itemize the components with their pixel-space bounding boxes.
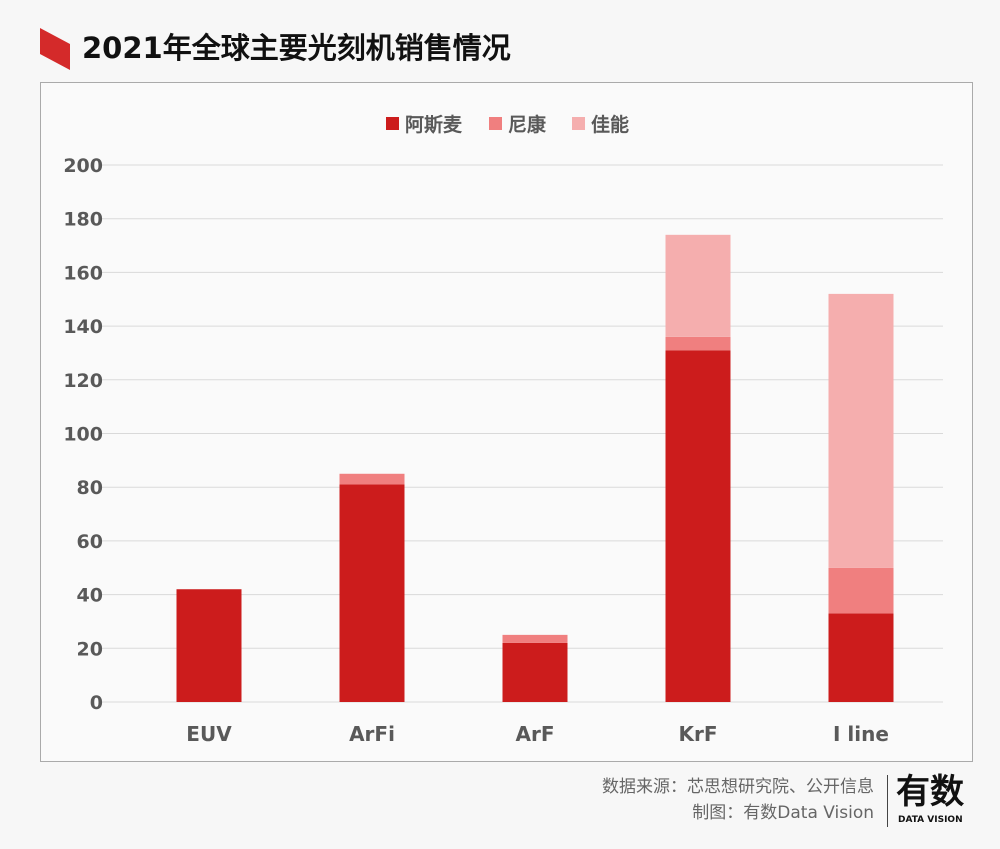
bar-segment <box>502 634 568 643</box>
legend-swatch <box>386 117 399 130</box>
bar-segment <box>665 234 731 337</box>
source-note: 数据来源：芯思想研究院、公开信息 <box>602 777 874 797</box>
bar-segment <box>339 473 405 485</box>
y-tick-label: 120 <box>63 370 103 392</box>
x-tick-label: KrF <box>678 722 717 746</box>
credit-note: 制图：有数Data Vision <box>692 803 874 823</box>
title-flag-icon <box>40 28 70 70</box>
bar-segment <box>665 350 731 702</box>
y-tick-label: 20 <box>77 638 103 660</box>
bar-segment <box>828 613 894 702</box>
x-tick-label: EUV <box>186 722 232 746</box>
y-tick-label: 180 <box>63 209 103 231</box>
y-tick-label: 60 <box>77 531 103 553</box>
logo-subtitle: DATA VISION <box>898 815 963 825</box>
chart-frame: 0 20 40 60 80 100 120 140 160 180 200 EUV ArFi ArF KrF… <box>40 82 973 762</box>
bar-segment <box>665 336 731 351</box>
bar-segment <box>828 293 894 568</box>
legend-swatch <box>489 117 502 130</box>
legend-swatch <box>572 117 585 130</box>
y-tick-label: 140 <box>63 316 103 338</box>
y-tick-label: 100 <box>63 424 103 446</box>
legend-label: 尼康 <box>508 113 547 136</box>
y-tick-label: 40 <box>77 585 103 607</box>
y-tick-label: 200 <box>63 155 103 177</box>
bar-segment <box>828 567 894 614</box>
x-tick-label: ArF <box>515 722 554 746</box>
logo-divider <box>887 775 888 827</box>
bar-segment <box>176 589 242 702</box>
bar-segment <box>502 642 568 702</box>
y-tick-label: 80 <box>77 477 103 499</box>
logo: 有数 <box>896 772 964 812</box>
stacked-bar-chart: 0 20 40 60 80 100 120 140 160 180 200 EUV ArFi ArF KrF… <box>63 113 943 746</box>
bar-segment <box>339 484 405 702</box>
x-tick-label: I line <box>833 722 889 746</box>
y-tick-label: 0 <box>90 692 103 714</box>
legend-label: 佳能 <box>591 113 629 136</box>
legend-label: 阿斯麦 <box>405 113 463 136</box>
x-tick-label: ArFi <box>349 722 395 746</box>
page-title: 2021年全球主要光刻机销售情况 <box>82 31 511 65</box>
y-tick-label: 160 <box>63 262 103 284</box>
